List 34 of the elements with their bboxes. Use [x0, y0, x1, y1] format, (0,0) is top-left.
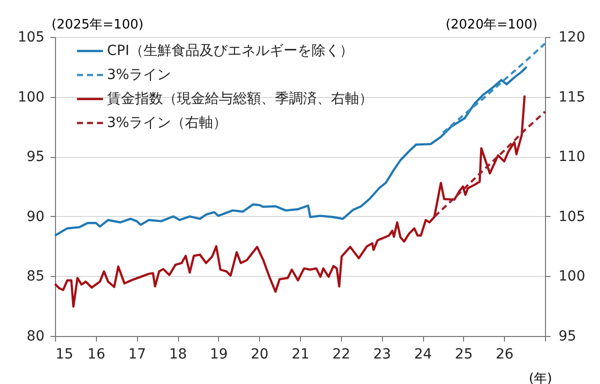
- x-tick-label: 18: [169, 346, 187, 362]
- line-series: [434, 110, 546, 218]
- y-tick-label: 95: [26, 149, 44, 166]
- x-tick-label: 26: [496, 346, 514, 362]
- x-tick-label: 25: [454, 346, 473, 362]
- x-tick-label: 22: [332, 346, 350, 362]
- line-series: [442, 42, 546, 134]
- y-tick-label: 90: [26, 208, 44, 225]
- y2-tick-label: 115: [558, 89, 586, 106]
- y2-tick-label: 110: [558, 149, 586, 166]
- y-tick-label: 80: [26, 328, 44, 344]
- y2-tick-label: 120: [558, 30, 586, 46]
- y2-tick-label: 100: [558, 268, 586, 285]
- x-tick-label: 15: [56, 346, 74, 362]
- x-tick-label: 20: [250, 346, 269, 362]
- y-axis-title: (2025年=100): [52, 18, 144, 32]
- x-tick-label: 16: [87, 346, 106, 362]
- legend-label: 3%ライン（右軸）: [107, 115, 228, 131]
- line-series: [54, 66, 528, 237]
- x-tick-label: 21: [292, 346, 310, 362]
- x-tick-label: 23: [373, 346, 392, 362]
- x-tick-label: 24: [414, 346, 432, 362]
- y2-tick-label: 105: [558, 208, 586, 225]
- y-tick-label: 105: [18, 30, 44, 46]
- legend-label: CPI（生鮮食品及びエネルギーを除く）: [107, 43, 354, 59]
- legend-label: 3%ライン: [107, 67, 172, 83]
- y-tick-label: 100: [18, 89, 44, 106]
- y-tick-label: 85: [26, 268, 44, 285]
- y2-axis-title: (2020年=100): [446, 18, 538, 32]
- legend-label: 賃金指数（現金給与総額、季調済、右軸）: [107, 91, 373, 107]
- x-tick-label: 17: [128, 346, 146, 362]
- x-tick-label: 19: [210, 346, 228, 362]
- y2-tick-label: 95: [558, 328, 576, 344]
- x-axis-title: (年): [528, 372, 552, 384]
